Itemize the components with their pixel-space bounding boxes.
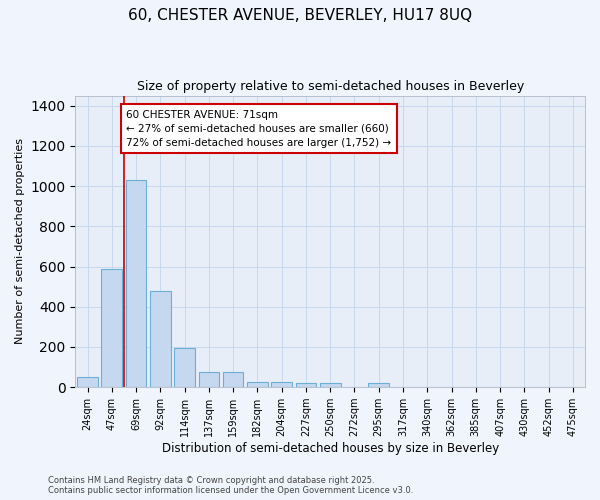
Bar <box>77 377 98 387</box>
Bar <box>247 382 268 387</box>
Text: 60, CHESTER AVENUE, BEVERLEY, HU17 8UQ: 60, CHESTER AVENUE, BEVERLEY, HU17 8UQ <box>128 8 472 22</box>
Bar <box>223 372 244 387</box>
Text: Contains HM Land Registry data © Crown copyright and database right 2025.
Contai: Contains HM Land Registry data © Crown c… <box>48 476 413 495</box>
Bar <box>101 268 122 387</box>
Bar <box>199 372 219 387</box>
Y-axis label: Number of semi-detached properties: Number of semi-detached properties <box>15 138 25 344</box>
Title: Size of property relative to semi-detached houses in Beverley: Size of property relative to semi-detach… <box>137 80 524 93</box>
Text: 60 CHESTER AVENUE: 71sqm
← 27% of semi-detached houses are smaller (660)
72% of : 60 CHESTER AVENUE: 71sqm ← 27% of semi-d… <box>127 110 391 148</box>
Bar <box>150 290 170 387</box>
Bar <box>174 348 195 387</box>
Bar <box>368 383 389 387</box>
Bar <box>296 383 316 387</box>
Bar <box>126 180 146 387</box>
X-axis label: Distribution of semi-detached houses by size in Beverley: Distribution of semi-detached houses by … <box>161 442 499 455</box>
Bar <box>320 383 341 387</box>
Bar <box>271 382 292 387</box>
